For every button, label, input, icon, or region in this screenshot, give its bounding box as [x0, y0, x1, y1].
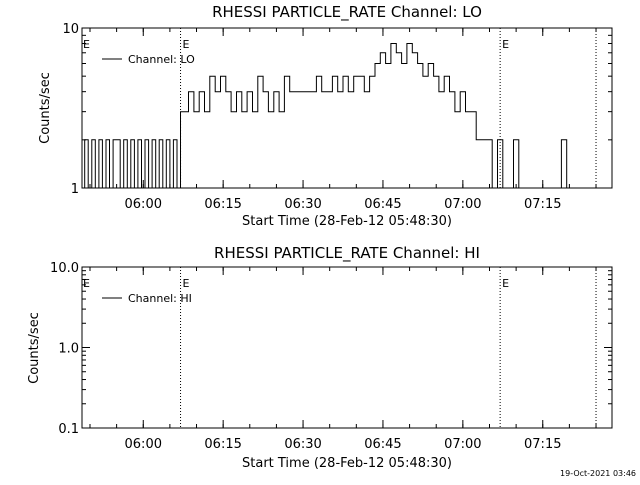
y-axis-label-hi: Counts/sec	[27, 312, 42, 384]
event-marker-label-lo: E	[183, 38, 190, 51]
generation-timestamp: 19-Oct-2021 03:46	[560, 469, 636, 478]
chart-title-hi: RHESSI PARTICLE_RATE Channel: HI	[214, 244, 480, 263]
plot-layer: 06:00 06:15 06:30 06:45 07:00 07:15 1 10 E E E Chan…	[50, 22, 613, 452]
x-tick-label-hi: 06:00	[125, 437, 162, 452]
start-marker-label-hi: E	[83, 277, 90, 290]
chart-title-lo: RHESSI PARTICLE_RATE Channel: LO	[212, 3, 482, 22]
y-tick-label-hi: 0.1	[58, 422, 79, 437]
x-tick-label-lo: 07:15	[524, 197, 561, 212]
series-line-lo	[82, 43, 591, 189]
x-tick-label-lo: 06:15	[204, 197, 241, 212]
legend-label-hi: Channel: HI	[128, 292, 192, 305]
x-tick-label-hi: 07:00	[444, 437, 481, 452]
x-axis-label-lo: Start Time (28-Feb-12 05:48:30)	[242, 214, 452, 229]
legend-label-lo: Channel: LO	[128, 53, 195, 66]
plot-frame-lo	[81, 27, 613, 189]
y-axis-label-lo: Counts/sec	[38, 72, 53, 144]
x-axis-label-hi: Start Time (28-Feb-12 05:48:30)	[242, 456, 452, 471]
event-marker-label-hi: E	[183, 277, 190, 290]
x-tick-label-lo: 07:00	[444, 197, 481, 212]
event-marker-label-hi: E	[502, 277, 509, 290]
x-tick-label-lo: 06:30	[284, 197, 321, 212]
event-marker-label-lo: E	[502, 38, 509, 51]
y-tick-label-hi: 1.0	[58, 342, 79, 357]
x-tick-label-lo: 06:00	[125, 197, 162, 212]
x-tick-label-hi: 07:15	[524, 437, 561, 452]
start-marker-label-lo: E	[83, 38, 90, 51]
x-tick-label-lo: 06:45	[364, 197, 401, 212]
y-tick-label-lo: 10	[62, 22, 79, 37]
x-tick-label-hi: 06:30	[284, 437, 321, 452]
y-tick-label-hi: 10.0	[50, 261, 79, 276]
x-tick-label-hi: 06:15	[204, 437, 241, 452]
y-tick-label-lo: 1	[71, 182, 79, 197]
x-tick-label-hi: 06:45	[364, 437, 401, 452]
